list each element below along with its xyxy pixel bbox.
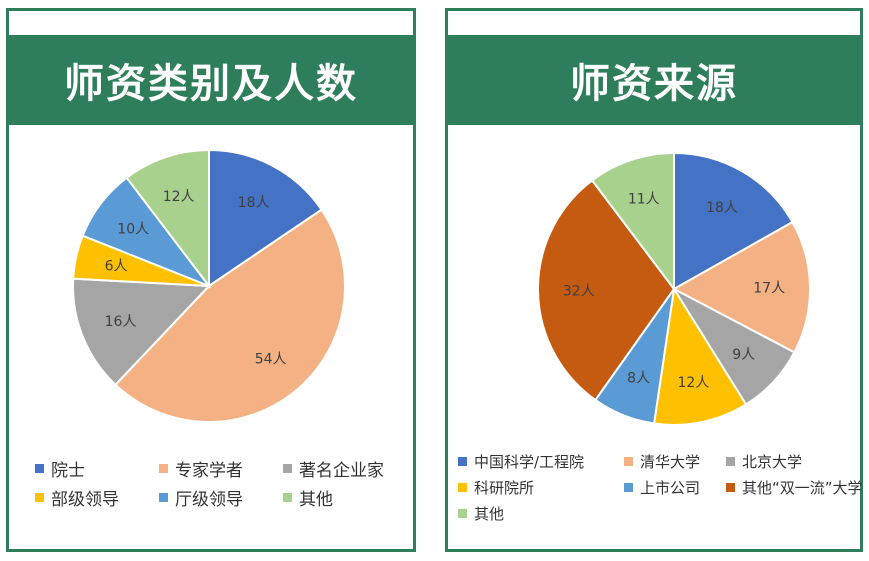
teacher-category-pie-chart: 18人 54人 16人 6人 10人 12人	[72, 148, 346, 423]
pie-slice-0	[208, 148, 323, 288]
legend-item: 科研院所	[458, 477, 534, 498]
legend-swatch	[458, 457, 467, 466]
legend-item: 部级领导	[35, 485, 119, 510]
slice-data-label-1: 54人	[255, 352, 287, 368]
legend-item: 中国科学/工程院	[458, 451, 584, 472]
legend-item: 其他“双一流”大学	[726, 477, 863, 498]
legend-label: 部级领导	[51, 490, 119, 510]
slice-data-label-0: 18人	[238, 195, 270, 211]
pie-slice-6	[590, 151, 675, 292]
legend-item: 北京大学	[726, 451, 802, 472]
teacher-source-panel: 师资来源 18人 17人 9人 12人 8人 32人 11人 中国科学/工程院 清华大学 北京大…	[445, 8, 863, 552]
slice-data-label-1: 17人	[753, 281, 785, 297]
legend-label: 其他“双一流”大学	[742, 479, 863, 497]
legend-label: 院士	[51, 461, 85, 481]
slice-data-label-2: 9人	[732, 347, 755, 363]
legend-item: 院士	[35, 456, 85, 481]
legend-swatch	[283, 493, 292, 502]
legend-label: 上市公司	[640, 479, 701, 497]
legend-label: 科研院所	[474, 479, 535, 497]
slice-data-label-2: 16人	[105, 314, 137, 330]
legend-swatch	[624, 483, 633, 492]
legend-item: 专家学者	[159, 456, 243, 481]
legend-item: 清华大学	[624, 451, 700, 472]
legend-label: 北京大学	[742, 453, 803, 471]
legend-item: 其他	[458, 503, 504, 524]
legend-item: 其他	[283, 485, 333, 510]
legend-swatch	[283, 464, 292, 473]
legend-label: 中国科学/工程院	[474, 453, 585, 471]
legend-swatch	[726, 483, 735, 492]
slice-data-label-4: 10人	[117, 221, 149, 237]
legend-label: 其他	[299, 490, 333, 510]
legend-swatch	[35, 464, 44, 473]
pie-slice-0	[673, 151, 794, 291]
legend-swatch	[159, 493, 168, 502]
teacher-source-pie-chart: 18人 17人 9人 12人 8人 32人 11人	[537, 151, 811, 426]
pie-slice-1	[671, 220, 811, 354]
slice-data-label-4: 8人	[627, 370, 650, 386]
legend-item: 著名企业家	[283, 456, 384, 481]
teacher-source-title: 师资来源	[448, 35, 860, 125]
slice-data-label-3: 6人	[105, 259, 128, 275]
pie-slice-2	[72, 277, 212, 387]
slice-data-label-6: 11人	[628, 192, 660, 208]
slice-data-label-5: 12人	[163, 189, 195, 205]
legend-label: 其他	[474, 505, 505, 523]
teacher-category-title: 师资类别及人数	[9, 35, 413, 125]
pie-slice-5	[125, 148, 210, 289]
legend-swatch	[35, 493, 44, 502]
legend-label: 厅级领导	[175, 490, 243, 510]
slice-data-label-0: 18人	[706, 200, 738, 216]
pie-slice-5	[537, 178, 676, 402]
legend-swatch	[458, 483, 467, 492]
legend-label: 专家学者	[175, 461, 243, 481]
slice-data-label-5: 32人	[563, 283, 595, 299]
legend-swatch	[458, 509, 467, 518]
legend-swatch	[726, 457, 735, 466]
legend-swatch	[624, 457, 633, 466]
legend-swatch	[159, 464, 168, 473]
pie-slice-3	[652, 286, 748, 426]
legend-item: 上市公司	[624, 477, 700, 498]
legend-label: 著名企业家	[299, 461, 384, 481]
teacher-category-panel: 师资类别及人数 18人 54人 16人 6人 10人 12人 院士 专家学者 著名企业家部级领…	[6, 8, 416, 552]
pie-slice-1	[114, 208, 346, 423]
legend-item: 厅级领导	[159, 485, 243, 510]
legend-label: 清华大学	[640, 453, 701, 471]
slice-data-label-3: 12人	[678, 375, 710, 391]
